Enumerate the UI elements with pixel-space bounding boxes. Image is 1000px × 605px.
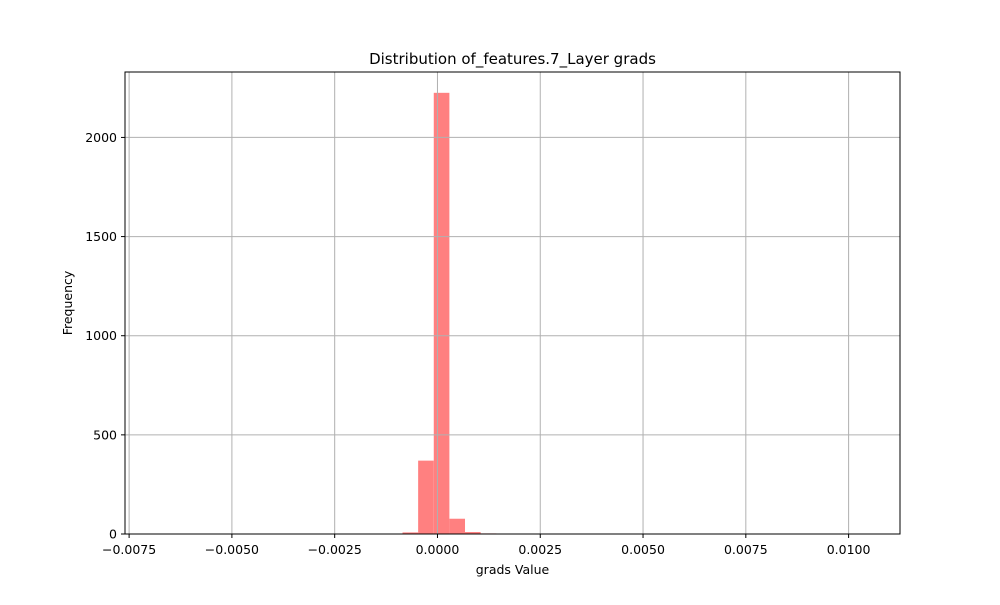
x-tick-label: −0.0050 bbox=[205, 542, 259, 557]
histogram-bar bbox=[418, 461, 434, 534]
y-tick-label: 0 bbox=[109, 527, 117, 542]
y-tick-label: 2000 bbox=[85, 130, 117, 145]
histogram-bar bbox=[434, 93, 450, 534]
y-tick-label: 1000 bbox=[85, 328, 117, 343]
y-axis-label: Frequency bbox=[60, 270, 75, 335]
x-tick-label: −0.0075 bbox=[102, 542, 156, 557]
x-axis-label: grads Value bbox=[476, 562, 550, 577]
x-tick-label: 0.0075 bbox=[724, 542, 768, 557]
x-tick-label: 0.0050 bbox=[621, 542, 665, 557]
x-tick-label: 0.0025 bbox=[518, 542, 562, 557]
x-tick-label: 0.0000 bbox=[416, 542, 460, 557]
chart-title: Distribution of_features.7_Layer grads bbox=[369, 50, 656, 69]
y-tick-label: 1500 bbox=[85, 229, 117, 244]
x-tick-label: 0.0100 bbox=[827, 542, 871, 557]
histogram-bar bbox=[449, 519, 465, 534]
x-tick-label: −0.0025 bbox=[308, 542, 362, 557]
y-tick-label: 500 bbox=[93, 427, 117, 442]
